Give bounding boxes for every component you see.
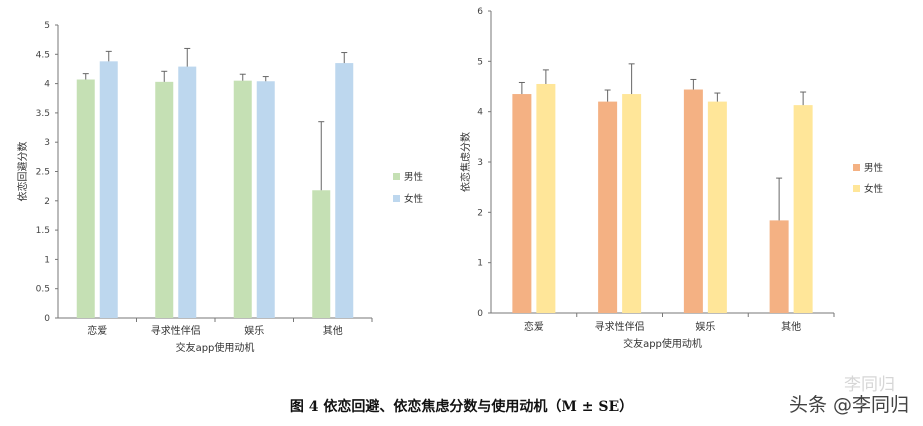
chart1-bar (312, 190, 331, 318)
chart2-y-tick-label: 5 (477, 57, 483, 67)
chart1-y-tick-label: 4 (44, 80, 50, 90)
chart1-y-axis-title: 依恋回避分数 (16, 142, 29, 202)
chart1-legend-label: 男性 (404, 171, 424, 183)
chart2-bar (512, 94, 532, 313)
chart2-bar (793, 105, 813, 313)
chart2-bar (769, 220, 789, 313)
chart1-y-tick-label: 3 (44, 138, 50, 148)
chart2-legend-label: 男性 (864, 162, 884, 174)
chart1-y-tick-label: 5 (44, 21, 50, 31)
chart1-legend-swatch (393, 173, 400, 180)
chart2-y-tick-label: 4 (477, 108, 483, 118)
chart2-x-category-label: 娱乐 (695, 320, 715, 333)
chart1-bar (233, 80, 252, 318)
watermark-faint: 李同归 (844, 375, 895, 395)
chart2-legend-swatch (853, 164, 860, 171)
chart2-bar (683, 89, 703, 314)
chart2-x-axis-title: 交友app使用动机 (623, 337, 702, 350)
chart2-y-tick-label: 1 (477, 259, 483, 269)
chart1-x-category-label: 其他 (323, 324, 343, 337)
chart1-bar (76, 79, 95, 318)
chart2-x-category-label: 寻求性伴侣 (595, 320, 645, 333)
chart1-bar (178, 66, 197, 318)
chart1-x-axis-title: 交友app使用动机 (176, 341, 255, 354)
chart1-legend-label: 女性 (404, 193, 424, 205)
chart2-bar (536, 83, 556, 313)
figure-caption: 图 4 依恋回避、依恋焦虑分数与使用动机（M ± SE） (289, 399, 634, 415)
chart2-x-category-label: 其他 (781, 320, 801, 333)
chart1-bar (155, 81, 174, 318)
chart2-bar (598, 101, 618, 313)
chart1-y-tick-label: 4.5 (36, 50, 50, 60)
chart2-y-tick-label: 6 (477, 7, 483, 17)
chart2-legend-swatch (853, 185, 860, 192)
chart1-y-tick-label: 0.5 (36, 285, 50, 295)
chart1-legend-swatch (393, 195, 400, 202)
chart1-y-tick-label: 1 (44, 255, 50, 265)
chart2-x-category-label: 恋爱 (524, 320, 544, 333)
chart1-bar (99, 61, 118, 318)
chart2-bar (707, 101, 727, 313)
chart2-y-tick-label: 3 (477, 158, 483, 168)
chart2-y-tick-label: 0 (477, 309, 483, 319)
chart2-legend-label: 女性 (864, 183, 884, 195)
watermark: 头条 @李同归 (788, 394, 909, 416)
chart1-y-tick-label: 3.5 (36, 109, 50, 119)
chart1-y-tick-label: 0 (44, 314, 50, 324)
chart1-bar (256, 81, 275, 318)
chart1-x-category-label: 恋爱 (87, 324, 107, 337)
chart1-x-category-label: 寻求性伴侣 (151, 324, 201, 337)
chart2-y-axis-title: 依恋焦虑分数 (459, 132, 472, 192)
chart1-y-tick-label: 2.5 (36, 168, 50, 178)
chart2-bar (622, 94, 642, 313)
chart1-x-category-label: 娱乐 (244, 324, 264, 337)
chart1-y-tick-label: 2 (44, 197, 50, 207)
chart1-bar (335, 63, 354, 319)
chart1-y-tick-label: 1.5 (36, 226, 50, 236)
chart2-y-tick-label: 2 (477, 208, 483, 218)
